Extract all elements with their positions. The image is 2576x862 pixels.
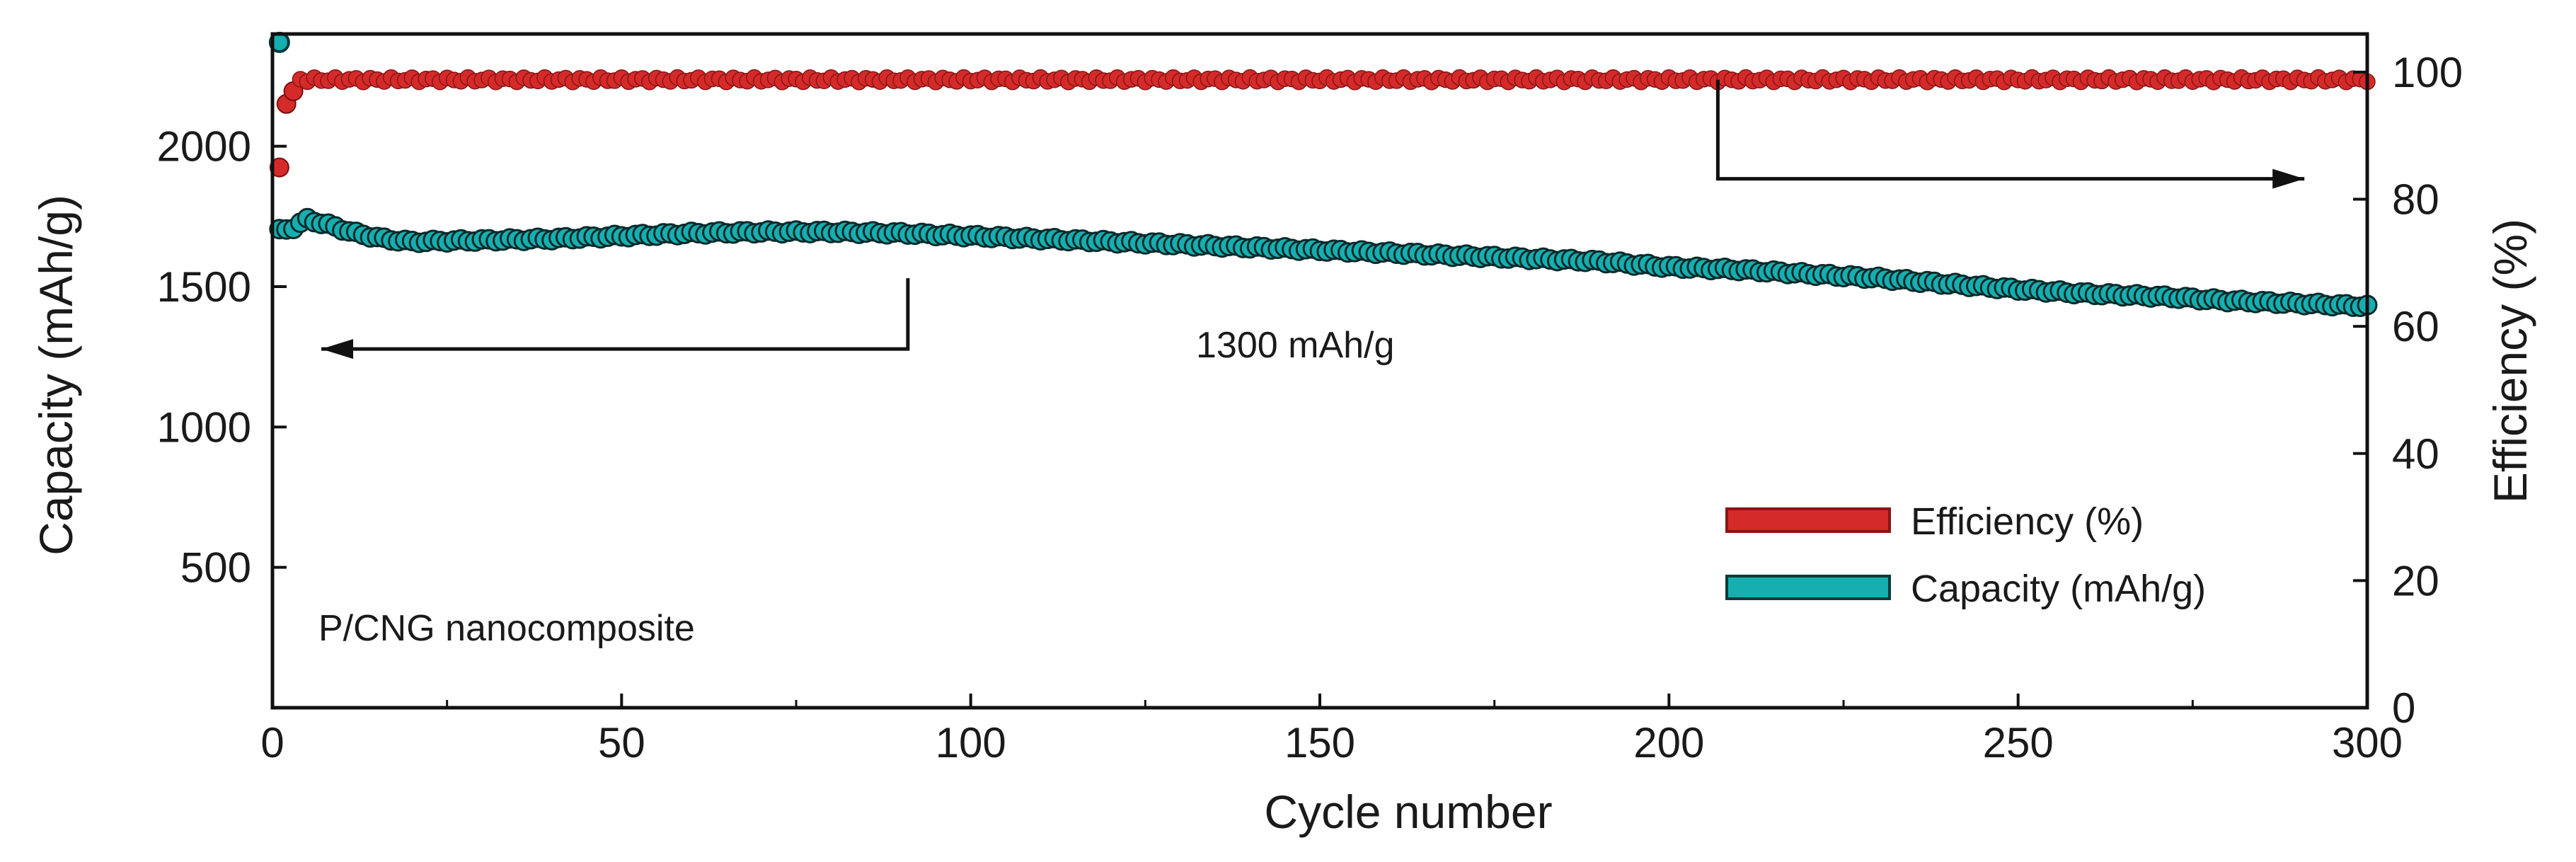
efficiency-point (269, 157, 289, 178)
right-y-tick-label: 80 (2392, 176, 2439, 224)
x-tick-label: 100 (936, 719, 1006, 766)
left-y-tick-label: 500 (180, 544, 251, 592)
capacity-annotation: 1300 mAh/g (1196, 325, 1394, 366)
efficiency-axis-arrow-head (2272, 168, 2305, 189)
capacity-series (268, 31, 2378, 318)
right-y-tick-label: 100 (2392, 49, 2463, 96)
legend-label: Capacity (mAh/g) (1911, 568, 2206, 610)
chart-axes: 0 50 100 150 200 250 300 500 1000 1500 2000 0 20 40 60… (157, 32, 2463, 766)
right-y-tick-label: 60 (2392, 303, 2439, 350)
legend-label: Efficiency (%) (1911, 500, 2144, 543)
sample-annotation: P/CNG nanocomposite (318, 608, 695, 649)
capacity-axis-arrow-head (321, 339, 354, 360)
left-y-tick-label: 1500 (157, 263, 251, 311)
right-y-tick-label: 40 (2392, 430, 2439, 478)
x-tick-label: 150 (1284, 719, 1355, 766)
legend-swatch (1725, 575, 1891, 600)
right-y-tick-label: 20 (2392, 557, 2439, 604)
chart-marks (268, 31, 2378, 318)
x-tick-label: 300 (2332, 719, 2403, 766)
legend-swatch (1725, 507, 1891, 533)
left-y-tick-label: 2000 (157, 123, 251, 171)
left-y-axis-label: Capacity (mAh/g) (30, 195, 82, 556)
x-axis-label: Cycle number (1264, 786, 1552, 838)
efficiency-axis-arrow-line (1715, 79, 2305, 181)
left-y-tick-label: 1000 (157, 403, 251, 451)
efficiency-series (269, 69, 2376, 178)
legend: Efficiency (%) Capacity (mAh/g) (1725, 500, 2206, 610)
right-y-tick-label: 0 (2392, 684, 2415, 732)
x-tick-label: 50 (598, 719, 645, 766)
x-tick-label: 0 (260, 719, 284, 766)
x-tick-label: 250 (1983, 719, 2054, 766)
right-y-axis-label: Efficiency (%) (2484, 219, 2536, 503)
capacity-axis-arrow-line (321, 278, 910, 351)
x-tick-label: 200 (1633, 719, 1704, 766)
